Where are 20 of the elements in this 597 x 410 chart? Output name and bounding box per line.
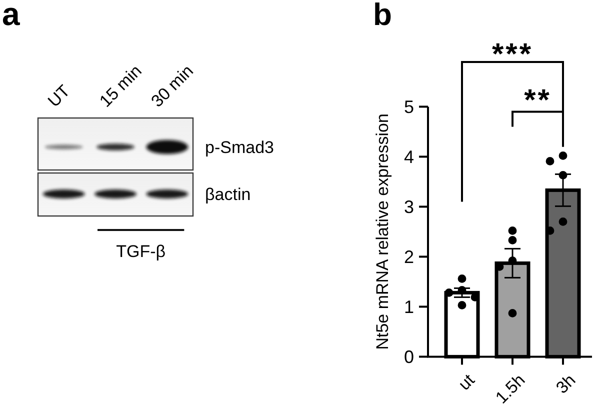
category-label: 15 min: [96, 61, 146, 111]
y-tick-label: 0: [404, 347, 414, 367]
chart-title: b: [373, 0, 392, 32]
text: βactin: [205, 184, 251, 204]
y-axis-title: Nt5e mRNA relative expression: [373, 114, 392, 350]
category-label: UT: [44, 81, 74, 111]
y-tick-label: 2: [404, 247, 414, 267]
y-tick-label: 3: [404, 197, 414, 217]
text: ***: [492, 38, 534, 71]
y-tick-label: 1: [404, 297, 414, 317]
text: p-Smad3: [205, 138, 274, 157]
x-tick-label: ut: [454, 370, 478, 394]
text: a: [2, 0, 20, 32]
x-tick-label: 1.5h: [492, 370, 529, 408]
y-tick-label: 5: [404, 97, 414, 117]
x-tick-label: 3h: [552, 370, 580, 398]
text: TGF-β: [116, 242, 166, 261]
category-label: 30 min: [148, 61, 198, 111]
y-tick-label: 4: [404, 147, 414, 167]
annotation: **: [524, 84, 552, 117]
